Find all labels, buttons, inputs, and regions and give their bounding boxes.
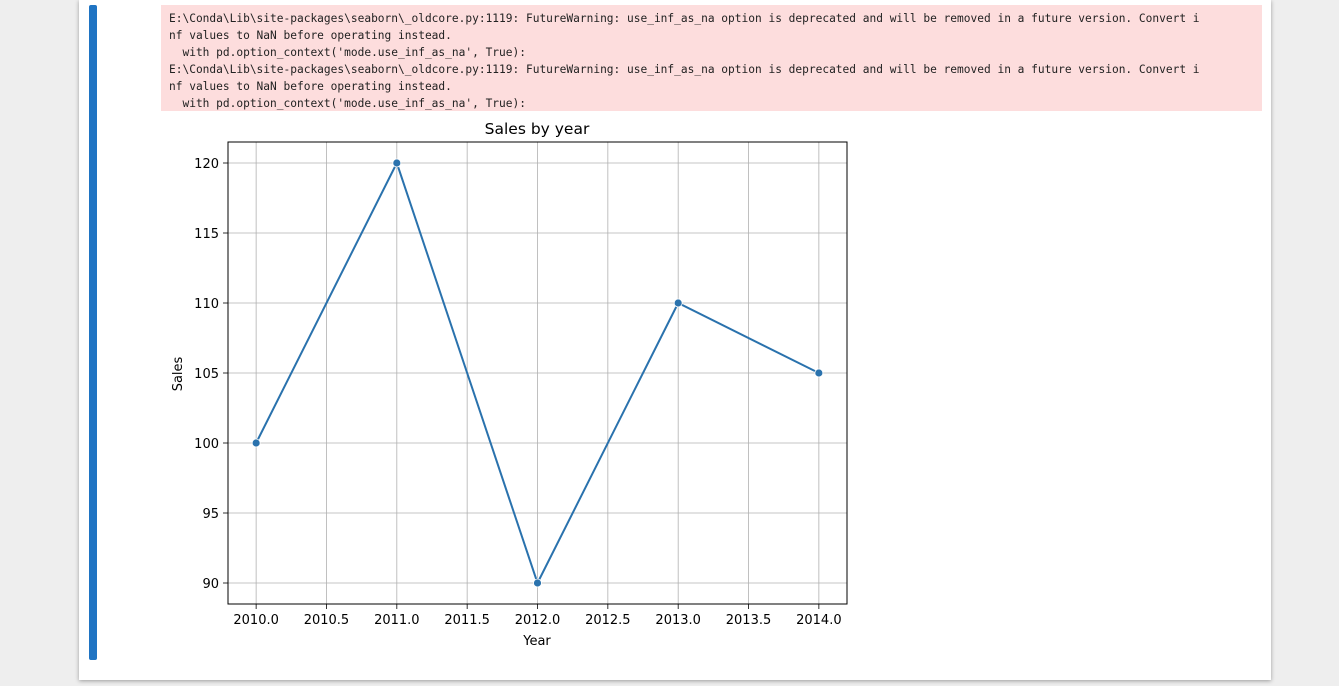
stderr-line: with pd.option_context('mode.use_inf_as_… <box>169 46 526 59</box>
grid <box>228 142 847 604</box>
data-point <box>533 578 542 588</box>
stderr-line: nf values to NaN before operating instea… <box>169 80 452 93</box>
data-point <box>814 368 824 378</box>
y-tick-label: 100 <box>194 437 219 452</box>
stderr-line: E:\Conda\Lib\site-packages\seaborn\_oldc… <box>169 12 1200 25</box>
x-tick-label: 2011.0 <box>374 613 420 628</box>
x-tick-label: 2010.5 <box>304 613 350 628</box>
x-tick-label: 2013.5 <box>726 613 772 628</box>
stderr-line: nf values to NaN before operating instea… <box>169 29 452 42</box>
chart-title: Sales by year <box>485 120 590 138</box>
plot-frame <box>227 141 848 605</box>
y-tick-label: 95 <box>202 507 219 522</box>
x-axis-label: Year <box>522 634 551 649</box>
x-tick-label: 2012.5 <box>585 613 631 628</box>
cell-selection-bar[interactable] <box>89 5 97 660</box>
stderr-text: E:\Conda\Lib\site-packages\seaborn\_oldc… <box>161 5 1262 111</box>
x-tick-label: 2010.0 <box>233 613 278 628</box>
notebook-page <box>79 0 1271 680</box>
data-point <box>673 298 683 308</box>
y-tick-label: 120 <box>194 157 219 172</box>
y-axis-label: Sales <box>171 356 186 391</box>
x-tick-label: 2014.0 <box>796 613 842 628</box>
stderr-line: with pd.option_context('mode.use_inf_as_… <box>169 97 526 110</box>
line-chart: Sales by year Year Sales 2010.0 2010.5 201… <box>171 120 848 649</box>
x-tick-label: 2013.0 <box>655 613 701 628</box>
stderr-output: E:\Conda\Lib\site-packages\seaborn\_oldc… <box>161 5 1262 111</box>
line-chart-figure: Sales by year Year Sales 2010.0 2010.5 201… <box>161 112 861 657</box>
y-tick-label: 105 <box>194 367 219 382</box>
data-point <box>392 158 402 168</box>
x-tick-label: 2012.0 <box>515 613 561 628</box>
y-tick-label: 115 <box>194 227 219 242</box>
stderr-line: E:\Conda\Lib\site-packages\seaborn\_oldc… <box>169 63 1200 76</box>
y-tick-label: 90 <box>202 577 219 592</box>
x-tick-label: 2011.5 <box>444 613 490 628</box>
y-tick-label: 110 <box>194 297 219 312</box>
data-point <box>251 438 261 448</box>
